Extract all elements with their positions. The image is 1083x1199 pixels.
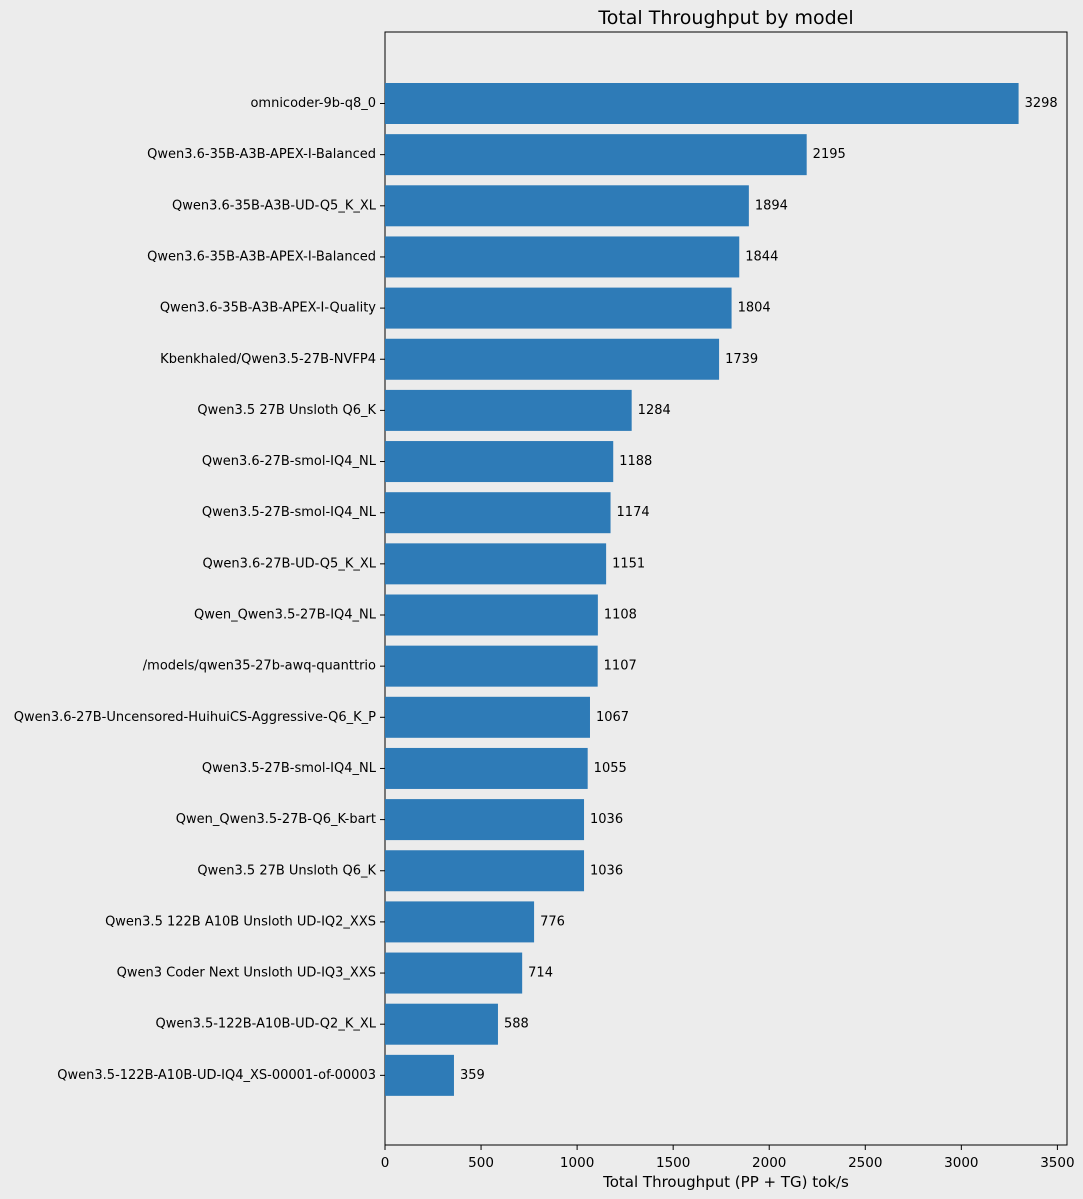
x-tick-label: 3500 — [1040, 1155, 1074, 1171]
category-label: Qwen3.5 27B Unsloth Q6_K — [197, 863, 376, 878]
value-label: 1067 — [596, 710, 629, 725]
x-tick-label: 2000 — [752, 1155, 786, 1171]
bar — [385, 850, 585, 892]
bar — [385, 543, 607, 585]
x-tick-label: 1500 — [656, 1155, 690, 1171]
category-label: omnicoder-9b-q8_0 — [250, 96, 376, 111]
category-label: Qwen3.6-35B-A3B-APEX-I-Quality — [160, 301, 376, 316]
value-label: 1894 — [755, 198, 788, 213]
bar — [385, 236, 740, 278]
category-label: Qwen_Qwen3.5-27B-IQ4_NL — [194, 608, 377, 623]
category-label: Qwen3.6-35B-A3B-UD-Q5_K_XL — [172, 198, 377, 213]
x-tick-label: 3000 — [944, 1155, 978, 1171]
category-label: Qwen_Qwen3.5-27B-Q6_K-bart — [176, 812, 376, 827]
plot-area — [384, 31, 1068, 1146]
value-label: 3298 — [1025, 96, 1058, 111]
category-label: Qwen3.6-35B-A3B-APEX-I-Balanced — [147, 147, 376, 162]
chart-title: Total Throughput by model — [597, 7, 853, 29]
bar — [385, 492, 611, 534]
bar — [385, 389, 632, 431]
value-label: 1284 — [638, 403, 671, 418]
value-label: 1151 — [612, 556, 645, 571]
x-tick-label: 2500 — [848, 1155, 882, 1171]
category-label: Qwen3.6-27B-UD-Q5_K_XL — [203, 556, 377, 571]
value-label: 1036 — [590, 812, 623, 827]
bar — [385, 645, 598, 687]
category-label: Qwen3.6-27B-smol-IQ4_NL — [202, 454, 377, 469]
category-labels: omnicoder-9b-q8_0 Qwen3.6-35B-A3B-APEX-I-… — [14, 96, 385, 1083]
value-label: 1844 — [745, 249, 778, 264]
bar — [385, 952, 523, 994]
category-label: Qwen3.5 122B A10B Unsloth UD-IQ2_XXS — [105, 914, 376, 929]
bars — [385, 83, 1019, 1096]
category-label: Qwen3.5-122B-A10B-UD-Q2_K_XL — [155, 1017, 376, 1032]
value-label: 1804 — [738, 301, 771, 316]
category-label: Qwen3 Coder Next Unsloth UD-IQ3_XXS — [117, 966, 376, 981]
value-labels: 3298 2195 1894 1844 1804 1739 1284 1188 1174 1151… — [460, 96, 1058, 1083]
bar — [385, 901, 535, 943]
category-label: Qwen3.6-27B-Uncensored-HuihuiCS-Aggressi… — [14, 710, 376, 725]
value-label: 776 — [540, 914, 565, 929]
x-tick-label: 0 — [381, 1155, 390, 1171]
value-label: 1055 — [594, 761, 627, 776]
value-label: 1174 — [617, 505, 650, 520]
category-label: Qwen3.6-35B-A3B-APEX-I-Balanced — [147, 249, 376, 264]
bar — [385, 287, 732, 329]
x-axis-label: Total Throughput (PP + TG) tok/s — [602, 1173, 849, 1191]
value-label: 714 — [528, 966, 553, 981]
bar — [385, 338, 720, 380]
value-label: 1108 — [604, 608, 637, 623]
bar — [385, 747, 588, 789]
x-axis-ticks: 0 500 1000 1500 2000 2500 3000 3500 — [381, 1145, 1075, 1171]
bar — [385, 594, 598, 636]
value-label: 1107 — [604, 659, 637, 674]
bar — [385, 696, 590, 738]
value-label: 1188 — [619, 454, 652, 469]
bar — [385, 134, 807, 176]
category-label: Qwen3.5 27B Unsloth Q6_K — [197, 403, 376, 418]
value-label: 1739 — [725, 352, 758, 367]
category-label: Qwen3.5-27B-smol-IQ4_NL — [202, 505, 377, 520]
bar — [385, 441, 614, 483]
category-label: Qwen3.5-27B-smol-IQ4_NL — [202, 761, 377, 776]
category-label: Qwen3.5-122B-A10B-UD-IQ4_XS-00001-of-000… — [57, 1068, 376, 1083]
value-label: 2195 — [813, 147, 846, 162]
value-label: 588 — [504, 1017, 529, 1032]
bar — [385, 799, 585, 841]
x-tick-label: 1000 — [560, 1155, 594, 1171]
value-label: 359 — [460, 1068, 485, 1083]
bar — [385, 185, 749, 227]
bar — [385, 83, 1019, 124]
category-label: Kbenkhaled/Qwen3.5-27B-NVFP4 — [160, 352, 376, 367]
value-label: 1036 — [590, 863, 623, 878]
bar — [385, 1003, 498, 1045]
x-tick-label: 500 — [468, 1155, 494, 1171]
category-label: /models/qwen35-27b-awq-quanttrio — [143, 659, 376, 674]
bar — [385, 1054, 454, 1096]
